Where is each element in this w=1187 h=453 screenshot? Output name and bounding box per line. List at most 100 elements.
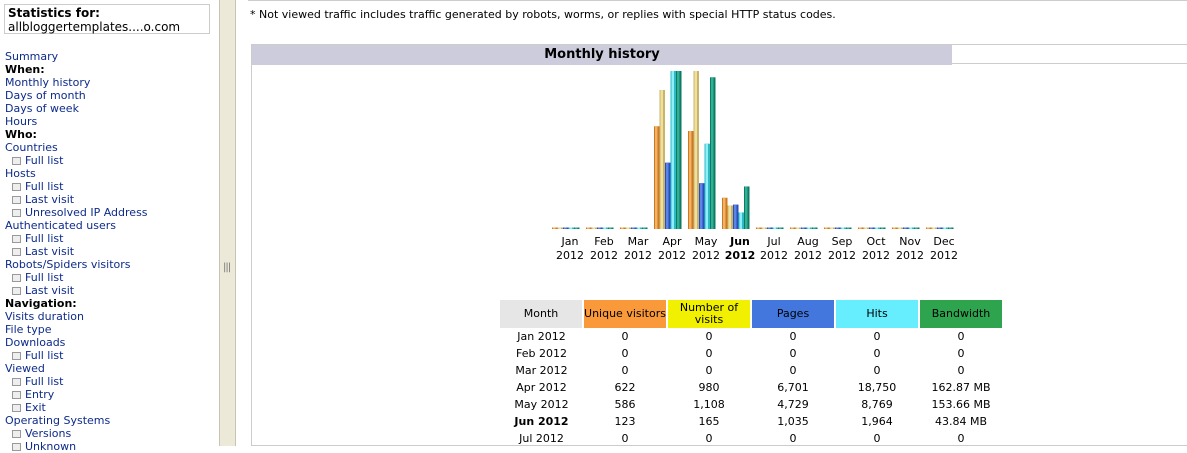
x-tick-year: 2012 (658, 249, 686, 262)
bar-hits-jan (568, 227, 574, 229)
bar-pages-apr (665, 162, 671, 229)
bar-uv-jan (552, 227, 558, 229)
bullet-icon (12, 235, 21, 243)
nav-link-robots-spiders-visitors[interactable]: Robots/Spiders visitors (5, 258, 131, 271)
traffic-note: * Not viewed traffic includes traffic ge… (250, 8, 836, 21)
monthly-history-chart: Jan2012Feb2012Mar2012Apr2012May2012Jun20… (552, 71, 958, 262)
nav-subitem-unresolved-ip-address[interactable]: Unresolved IP Address (5, 206, 148, 219)
nav-subitem-full-list[interactable]: Full list (5, 154, 148, 167)
col-header-visits: Number of visits (667, 300, 752, 328)
bar-visits-may (693, 71, 699, 229)
bar-hits-feb (602, 227, 608, 229)
x-tick-year: 2012 (930, 249, 958, 262)
bar-hits-jun (738, 212, 744, 229)
nav-link-hours[interactable]: Hours (5, 115, 38, 128)
bar-bandwidth-oct (880, 227, 886, 229)
bullet-icon (12, 287, 21, 295)
bar-visits-jun (727, 205, 733, 229)
bar-hits-may (704, 143, 710, 229)
panel-title: Monthly history (252, 45, 952, 65)
cell-month: Feb 2012 (516, 347, 567, 360)
cell-bw: 153.66 MB (931, 398, 991, 411)
divider (952, 63, 1187, 64)
cell-month: Apr 2012 (516, 381, 567, 394)
nav-link-hosts[interactable]: Hosts (5, 167, 36, 180)
bullet-icon (12, 196, 21, 204)
x-tick-year: 2012 (896, 249, 924, 262)
cell-visits: 0 (705, 432, 713, 445)
nav-subitem-unknown[interactable]: Unknown (5, 440, 148, 453)
nav-subitem-full-list[interactable]: Full list (5, 180, 148, 193)
nav-link-authenticated-users[interactable]: Authenticated users (5, 219, 116, 232)
nav-subitem-full-list[interactable]: Full list (5, 349, 148, 362)
nav-section-heading: Who: (5, 128, 37, 141)
cell-pages: 1,035 (777, 415, 809, 428)
cell-bw: 0 (957, 347, 965, 360)
bar-pages-feb (597, 227, 603, 229)
nav-subitem-last-visit[interactable]: Last visit (5, 245, 148, 258)
cell-uv: 586 (614, 398, 636, 411)
x-tick-month: Sep (832, 235, 853, 248)
nav-link-visits-duration[interactable]: Visits duration (5, 310, 84, 323)
nav-subitem-entry[interactable]: Entry (5, 388, 148, 401)
nav-subitem-last-visit[interactable]: Last visit (5, 284, 148, 297)
nav-subitem-label: Unknown (25, 440, 77, 453)
bar-visits-apr (659, 89, 665, 230)
nav-link-monthly-history[interactable]: Monthly history (5, 76, 91, 89)
nav-link-viewed[interactable]: Viewed (5, 362, 45, 375)
bar-hits-oct (874, 227, 880, 229)
table-row: Mar 2012 0 0 0 0 0 (500, 362, 1003, 379)
sidebar-nav: Summary When: Monthly history Days of month… (5, 50, 148, 453)
nav-link-operating-systems[interactable]: Operating Systems (5, 414, 111, 427)
x-tick-month: May (695, 235, 718, 248)
nav-subitem-label: Full list (25, 180, 64, 193)
nav-subitem-label: Last visit (25, 245, 75, 258)
nav-link-downloads[interactable]: Downloads (5, 336, 66, 349)
cell-hits: 18,750 (857, 381, 897, 394)
bar-uv-sep (824, 227, 830, 229)
nav-subitem-exit[interactable]: Exit (5, 401, 148, 414)
table-row: May 2012 586 1,108 4,729 8,769 153.66 MB (500, 396, 1003, 413)
nav-subitem-label: Full list (25, 349, 64, 362)
bullet-icon (12, 183, 21, 191)
bullet-icon (12, 404, 21, 412)
table-body: Jan 2012 0 0 0 0 0 Feb 2012 0 0 0 0 0 Mar 2012 0 0 0 0 0 A… (500, 328, 1003, 447)
nav-link-countries[interactable]: Countries (5, 141, 58, 154)
x-tick-year: 2012 (794, 249, 822, 262)
stats-box: Statistics for: allbloggertemplates....o… (4, 4, 210, 34)
nav-link-summary[interactable]: Summary (5, 50, 59, 63)
x-tick-month: Jul (766, 235, 780, 248)
bar-visits-mar (625, 227, 631, 229)
cell-visits: 0 (705, 364, 713, 377)
bar-pages-jan (563, 227, 569, 229)
bar-pages-nov (903, 227, 909, 229)
cell-hits: 8,769 (861, 398, 893, 411)
bar-bandwidth-apr (676, 71, 682, 229)
sidebar: Statistics for: allbloggertemplates....o… (0, 0, 218, 453)
nav-link-file-type[interactable]: File type (5, 323, 52, 336)
nav-subitem-full-list[interactable]: Full list (5, 232, 148, 245)
nav-subitem-versions[interactable]: Versions (5, 427, 148, 440)
nav-subitem-full-list[interactable]: Full list (5, 375, 148, 388)
nav-subitem-full-list[interactable]: Full list (5, 271, 148, 284)
bullet-icon (12, 430, 21, 438)
bar-visits-oct (863, 227, 869, 229)
cell-bw: 43.84 MB (934, 415, 988, 428)
bar-uv-dec (926, 227, 932, 229)
x-tick-year: 2012 (725, 249, 756, 262)
nav-link-days-of-week[interactable]: Days of week (5, 102, 79, 115)
nav-subitem-label: Last visit (25, 193, 75, 206)
table-row: Jul 2012 0 0 0 0 0 (500, 430, 1003, 447)
frame-splitter[interactable]: ||| (219, 0, 236, 446)
cell-visits: 1,108 (693, 398, 725, 411)
x-tick-month: Oct (866, 235, 886, 248)
bar-bandwidth-nov (914, 227, 920, 229)
nav-subitem-last-visit[interactable]: Last visit (5, 193, 148, 206)
bar-hits-sep (840, 227, 846, 229)
nav-link-days-of-month[interactable]: Days of month (5, 89, 86, 102)
bar-bandwidth-jul (778, 227, 784, 229)
nav-subitem-label: Entry (25, 388, 55, 401)
bar-visits-jan (557, 227, 563, 229)
bar-hits-aug (806, 227, 812, 229)
bar-uv-nov (892, 227, 898, 229)
